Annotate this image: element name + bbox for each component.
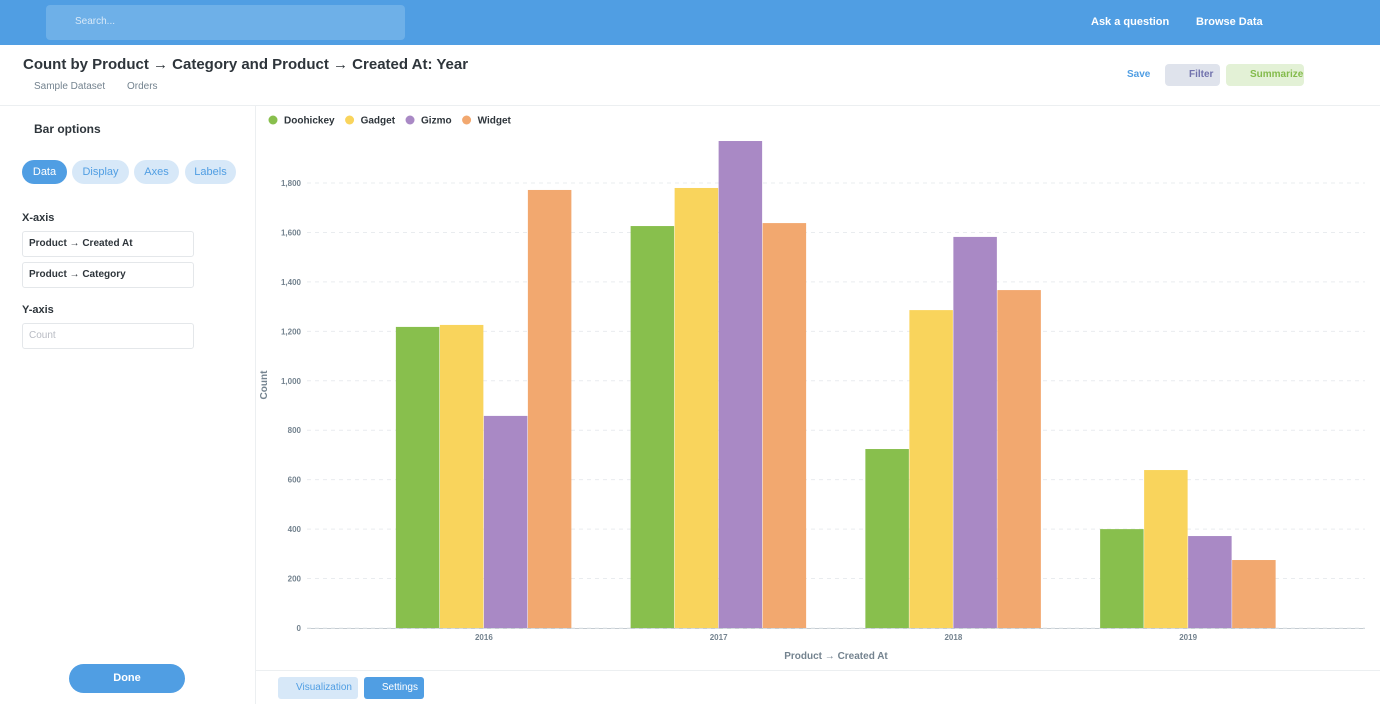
tab[interactable]: Labels	[185, 160, 236, 184]
bar	[483, 415, 528, 628]
save[interactable]: Save	[1127, 69, 1151, 80]
filter-label: Filter	[1189, 69, 1214, 80]
divider	[0, 105, 1380, 106]
search-box[interactable]	[46, 5, 405, 40]
legend-dot	[345, 115, 355, 125]
question-title: Count by Product → Category and Product …	[23, 56, 469, 73]
sidebar-title[interactable]: Bar options	[34, 122, 101, 136]
bar	[527, 189, 572, 628]
footer-border	[255, 670, 1380, 671]
y-tick-label: 1,200	[281, 327, 302, 336]
browse-data[interactable]: Browse Data	[1196, 16, 1263, 28]
bar	[630, 226, 675, 628]
tab[interactable]: Display	[72, 160, 129, 184]
x-tick-label: 2016	[475, 633, 493, 642]
x-axis-title: Product → Created At	[784, 651, 888, 662]
y-tick-label: 200	[288, 575, 302, 584]
x-tick-label: 2019	[1179, 633, 1197, 642]
bar	[1144, 470, 1188, 628]
sidebar-border	[255, 105, 256, 704]
visualization-button[interactable]: Visualization	[278, 677, 358, 699]
legend-label: Doohickey	[284, 116, 335, 127]
legend-label: Gizmo	[421, 116, 452, 127]
y-tick-label: 1,400	[281, 278, 302, 287]
bar	[674, 187, 719, 628]
y-field[interactable]: Count	[22, 323, 194, 349]
bar	[439, 324, 484, 628]
legend-label: Widget	[478, 116, 512, 127]
x-tick-label: 2018	[944, 633, 962, 642]
bar	[395, 326, 440, 628]
legend-dot	[268, 115, 278, 125]
done-button[interactable]: Done	[69, 664, 185, 693]
ask-question[interactable]: Ask a question	[1091, 16, 1170, 28]
legend-dot	[462, 115, 472, 125]
y-tick-label: 1,000	[281, 377, 302, 386]
y-tick-label: 1,600	[281, 228, 302, 237]
bar	[1232, 560, 1276, 628]
database[interactable]: Sample Dataset	[34, 81, 106, 92]
bar	[718, 141, 763, 629]
tab[interactable]: Axes	[134, 160, 179, 184]
y-axis-title: Count	[259, 370, 270, 400]
y-tick-label: 1,800	[281, 179, 302, 188]
bar	[1188, 536, 1232, 628]
legend-dot	[405, 115, 415, 125]
bar	[1100, 529, 1144, 628]
bar	[953, 236, 997, 628]
y-tick-label: 400	[288, 525, 302, 534]
bar	[865, 449, 909, 628]
tab[interactable]: Data	[22, 160, 67, 184]
x-field[interactable]: Product → Category	[22, 262, 194, 288]
summarize-button[interactable]	[1226, 64, 1304, 86]
bar	[909, 310, 953, 628]
y-tick-label: 0	[297, 624, 302, 633]
legend-label: Gadget	[361, 116, 396, 127]
x-axis-heading: X-axis	[22, 212, 55, 224]
summarize-label: Summarize	[1250, 69, 1304, 80]
filter-button[interactable]	[1165, 64, 1220, 86]
y-tick-label: 600	[288, 476, 302, 485]
search-placeholder: Search...	[75, 16, 116, 27]
x-field[interactable]: Product → Created At	[22, 231, 194, 257]
y-tick-label: 800	[288, 426, 302, 435]
x-tick-label: 2017	[710, 633, 728, 642]
bar	[997, 290, 1041, 628]
y-axis-heading: Y-axis	[22, 304, 54, 316]
table[interactable]: Orders	[127, 81, 158, 92]
settings-button[interactable]: Settings	[364, 677, 424, 699]
bar	[762, 223, 807, 628]
